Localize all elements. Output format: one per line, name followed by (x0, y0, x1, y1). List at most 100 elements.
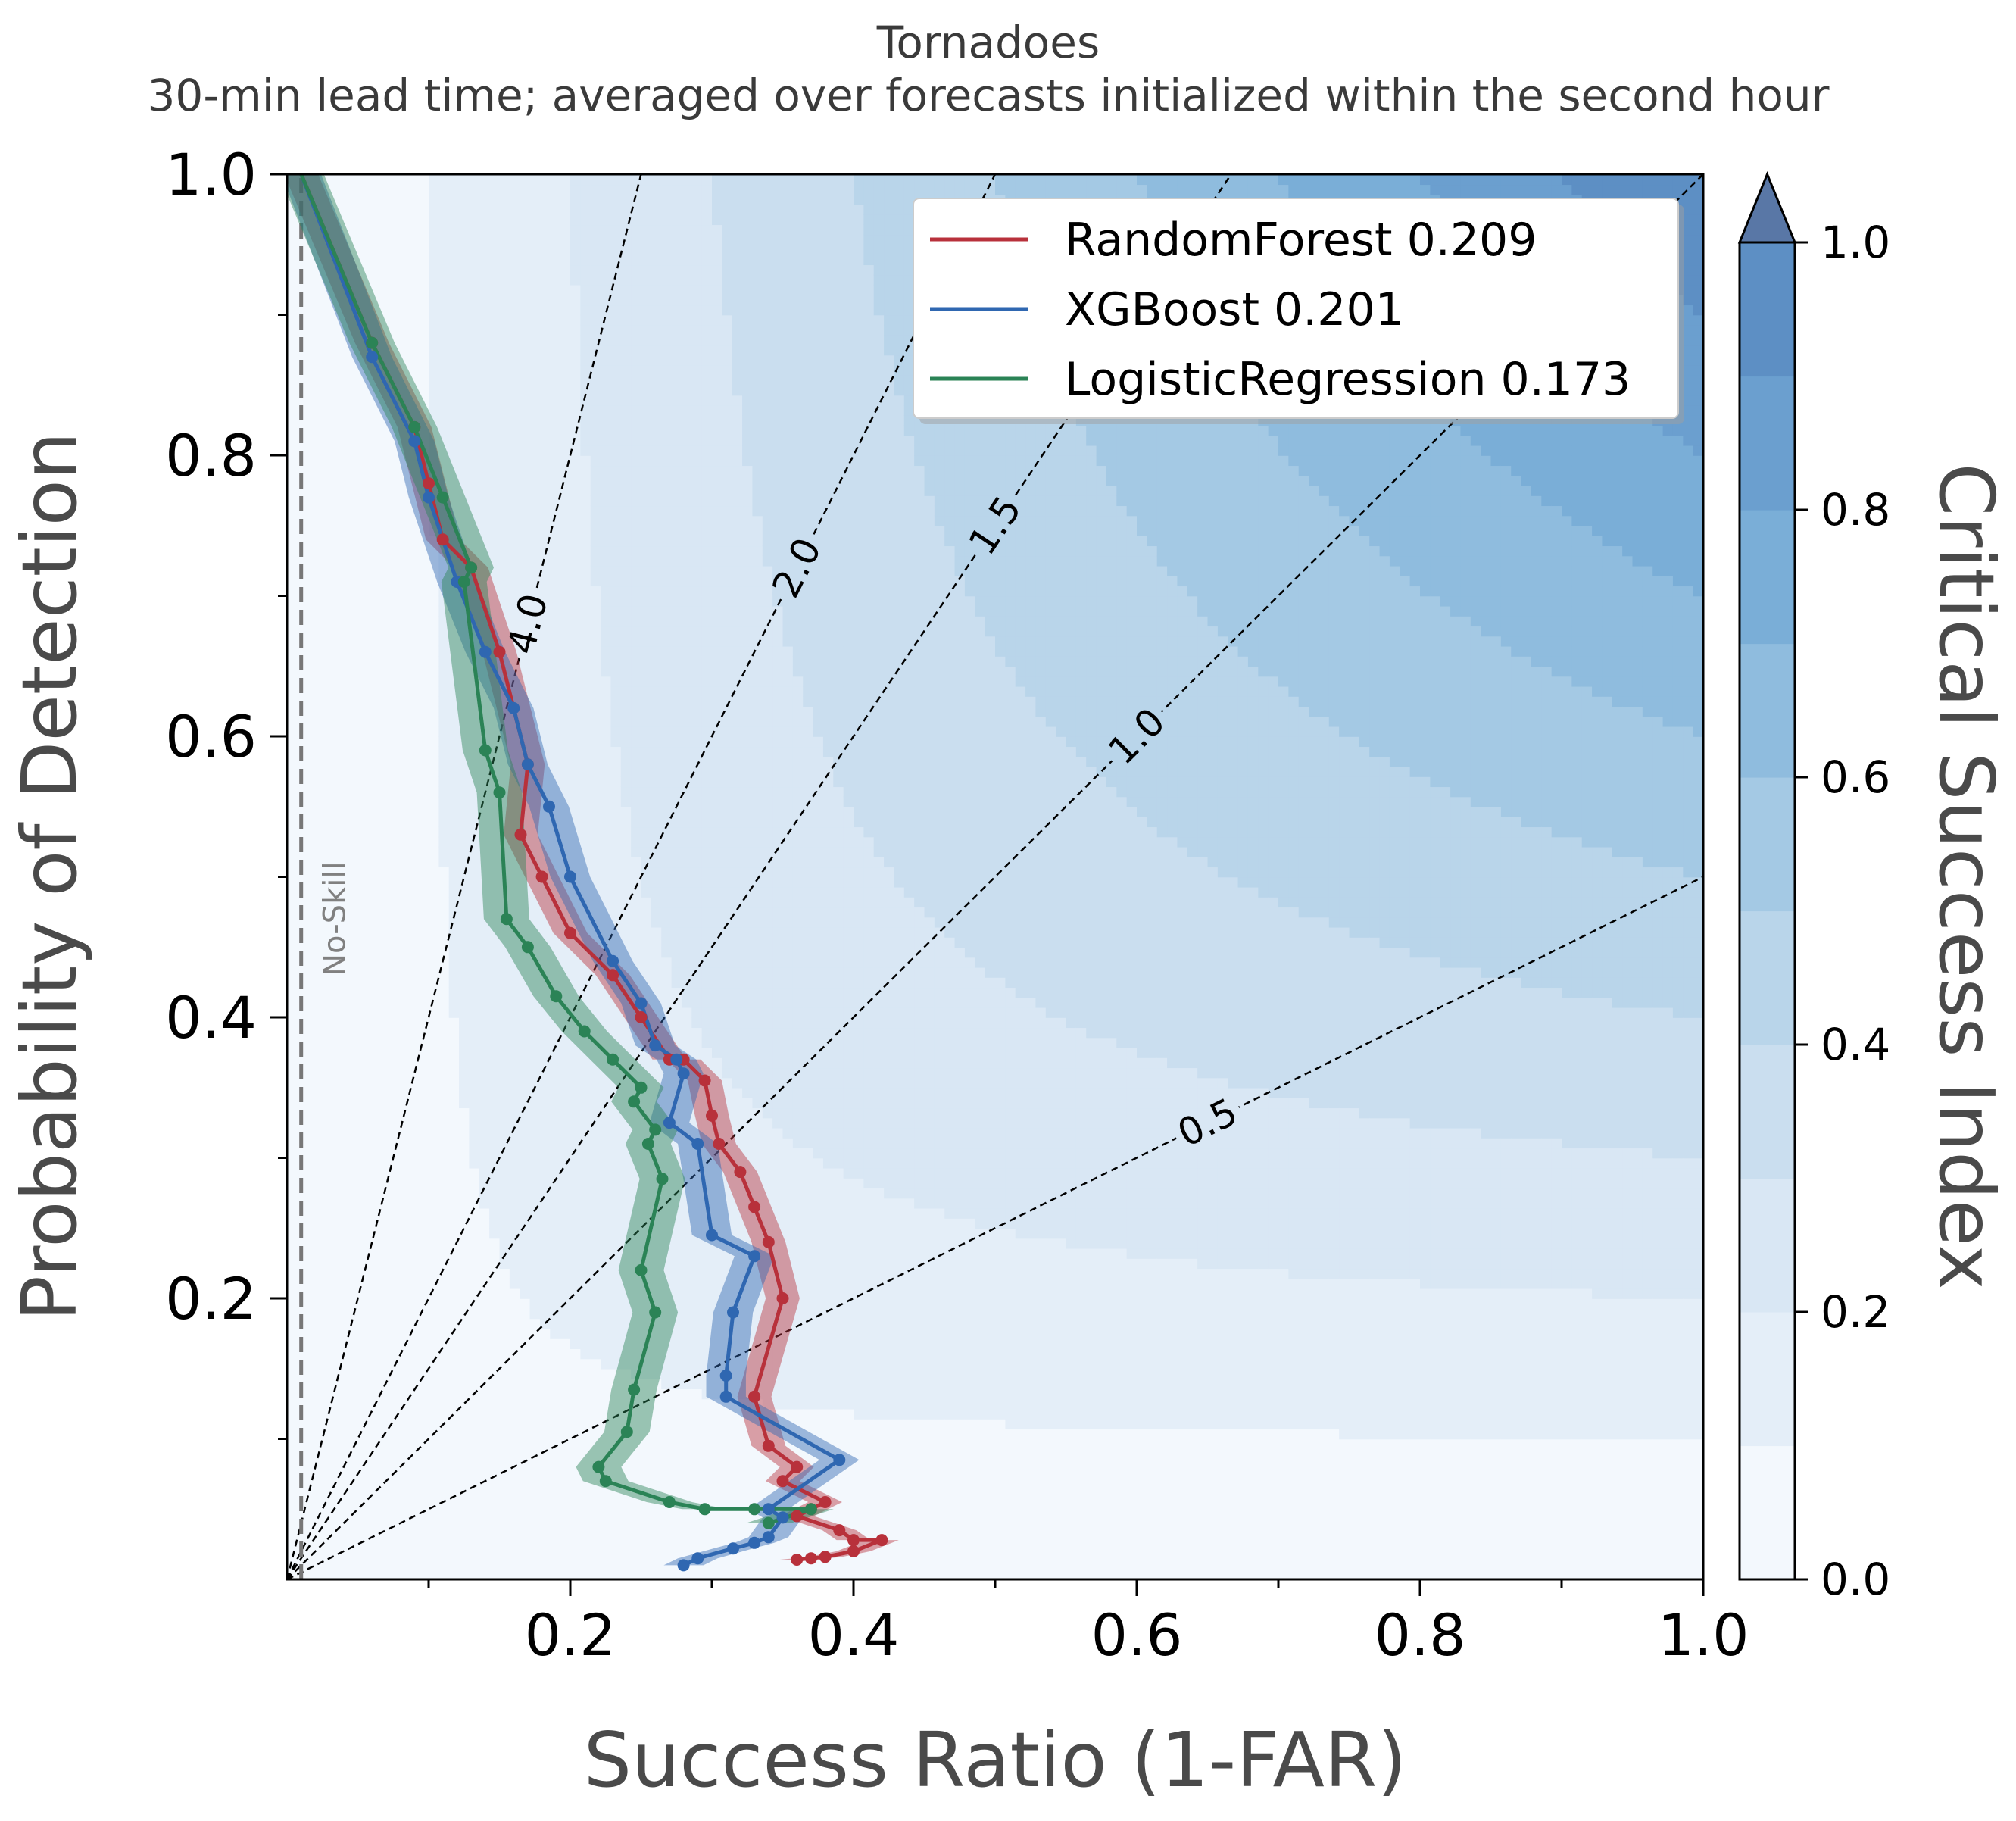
csi-cell (389, 1279, 399, 1289)
csi-cell (438, 746, 449, 757)
csi-cell (641, 1549, 652, 1560)
csi-cell (348, 786, 358, 797)
csi-cell (530, 275, 541, 286)
csi-cell (348, 1078, 358, 1089)
csi-cell (570, 676, 581, 687)
csi-cell (287, 786, 298, 797)
csi-cell (389, 295, 399, 305)
csi-cell (550, 1048, 560, 1058)
csi-cell (368, 1509, 379, 1520)
csi-cell (510, 1529, 520, 1540)
csi-cell (560, 425, 571, 436)
csi-cell (469, 415, 479, 426)
csi-cell (419, 1007, 429, 1018)
csi-cell (307, 1258, 318, 1269)
csi-cell (540, 445, 551, 456)
csi-cell (368, 817, 379, 827)
csi-cell (591, 1067, 601, 1078)
csi-cell (459, 1409, 470, 1420)
csi-cell (580, 1338, 591, 1349)
csi-cell (398, 1198, 409, 1209)
csi-cell (510, 505, 520, 516)
csi-cell (550, 295, 560, 305)
csi-cell (408, 1409, 419, 1420)
csi-cell (520, 1208, 530, 1219)
csi-cell (398, 616, 409, 626)
csi-cell (378, 767, 389, 777)
csi-cell (540, 576, 551, 586)
csi-cell (389, 676, 399, 687)
csi-cell (287, 907, 298, 917)
csi-cell (408, 837, 419, 848)
csi-cell (378, 1298, 389, 1309)
csi-cell (631, 415, 641, 426)
csi-cell (580, 305, 591, 315)
csi-cell (570, 1208, 581, 1219)
csi-cell (438, 656, 449, 667)
csi-cell (449, 385, 460, 395)
csi-cell (530, 255, 541, 265)
csi-cell (530, 174, 541, 185)
csi-cell (348, 826, 358, 837)
csi-cell (287, 1279, 298, 1289)
csi-cell (419, 1107, 429, 1118)
csi-cell (438, 1038, 449, 1048)
csi-cell (510, 1128, 520, 1139)
csi-cell (368, 1188, 379, 1198)
csi-cell (449, 1288, 460, 1299)
csi-cell (327, 606, 338, 617)
csi-cell (358, 1178, 369, 1188)
csi-cell (550, 1067, 560, 1078)
csi-cell (327, 505, 338, 516)
csi-cell (348, 1118, 358, 1129)
csi-cell (317, 315, 328, 326)
csi-cell (408, 1268, 419, 1279)
csi-cell (469, 375, 479, 386)
csi-cell (449, 174, 460, 185)
csi-cell (631, 305, 641, 315)
csi-cell (459, 1379, 470, 1389)
csi-cell (419, 967, 429, 978)
csi-cell (570, 1048, 581, 1058)
csi-cell (601, 1308, 611, 1319)
csi-cell (641, 776, 652, 787)
csi-cell (641, 616, 652, 626)
csi-cell (408, 1359, 419, 1370)
csi-cell (489, 1319, 500, 1329)
csi-cell (438, 375, 449, 386)
csi-cell (408, 656, 419, 667)
csi-cell (307, 1399, 318, 1410)
csi-cell (348, 1459, 358, 1470)
csi-cell (419, 917, 429, 928)
csi-cell (459, 967, 470, 978)
csi-cell (368, 767, 379, 777)
csi-cell (307, 436, 318, 446)
csi-cell (459, 1027, 470, 1038)
csi-cell (287, 887, 298, 898)
csi-cell (610, 1158, 621, 1169)
csi-cell (378, 606, 389, 617)
csi-cell (641, 937, 652, 948)
csi-cell (570, 1409, 581, 1420)
csi-cell (307, 1279, 318, 1289)
csi-cell (479, 436, 490, 446)
csi-cell (338, 606, 348, 617)
csi-cell (550, 1158, 560, 1169)
csi-cell (429, 1439, 439, 1450)
csi-cell (307, 295, 318, 305)
csi-cell (540, 264, 551, 275)
csi-cell (408, 1499, 419, 1510)
csi-cell (641, 917, 652, 928)
csi-cell (479, 1489, 490, 1500)
csi-cell (530, 1148, 541, 1158)
csi-cell (560, 726, 571, 737)
csi-cell (520, 425, 530, 436)
csi-cell (317, 1057, 328, 1068)
csi-cell (398, 967, 409, 978)
csi-cell (550, 1118, 560, 1129)
csi-cell (540, 676, 551, 687)
csi-cell (449, 1469, 460, 1479)
csi-cell (631, 465, 641, 476)
csi-cell (550, 1459, 560, 1470)
csi-cell (368, 1098, 379, 1108)
